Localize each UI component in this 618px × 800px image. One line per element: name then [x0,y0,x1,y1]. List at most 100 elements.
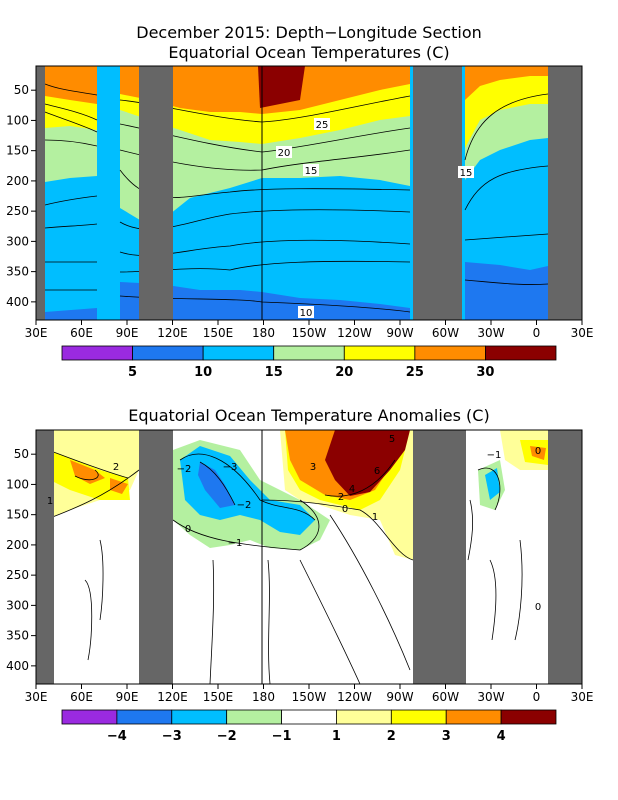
land-mask-maritime-continent [139,66,173,320]
colorbar-label: 5 [128,365,137,380]
contour-label: 0 [185,524,191,535]
y-tick-label: 400 [6,295,29,309]
colorbar-swatch [336,709,392,725]
x-tick-label: 90W [386,326,413,340]
contour-label: 2 [113,462,119,473]
contour-label: 1 [47,496,53,507]
colorbar-label: −4 [107,729,127,744]
anomaly-contour-labels: 2 −2 −3 −2 −1 0 5 3 6 4 2 0 1 −1 0 1 0 [47,434,541,613]
x-tick-label: 0 [533,326,541,340]
colorbar-label: −3 [162,729,182,744]
x-tick-label: 150E [203,326,234,340]
anomaly-region-pos3 [70,460,128,494]
y-tick-label: 250 [6,568,29,582]
contour-label: 0 [535,446,541,457]
x-tick-label: 90W [386,690,413,704]
contour-label: −2 [237,500,252,511]
contour-label: 3 [310,462,316,473]
colorbar-label: 30 [476,365,494,380]
x-tick-label: 120E [157,326,188,340]
x-tick-label: 180 [252,690,275,704]
land-mask-africa-east [548,430,582,684]
colorbar-swatch [273,345,345,361]
contour-label: −3 [223,462,238,473]
land-masks [36,66,582,320]
colorbar-swatch [116,709,173,725]
x-tick-label: 120W [337,326,372,340]
colorbar-label: 4 [497,729,506,744]
colorbar-label: 25 [406,365,424,380]
colorbar-swatch [281,709,337,725]
colorbar-label: 20 [335,365,353,380]
y-tick-label: 300 [6,234,29,248]
y-tick-label: 150 [6,144,29,158]
x-tick-label: 60W [432,690,459,704]
land-mask-africa [36,430,54,684]
chart-subtitle: Equatorial Ocean Temperatures (C) [168,43,449,62]
x-tick-label: 90E [116,326,139,340]
colorbar-label: 1 [332,729,341,744]
y-tick-label: 300 [6,598,29,612]
colorbar-swatch [61,345,133,361]
x-tick-label: 60E [70,690,93,704]
colorbar-swatch [226,709,282,725]
anomaly-chart-title: Equatorial Ocean Temperature Anomalies (… [128,406,489,425]
anomaly-axes: 30E 60E 90E 120E 150E 180 150W 120W 90W 60W 30W 0 30… [6,447,593,704]
y-tick-label: 150 [6,508,29,522]
contour-label: 15 [460,168,473,179]
land-mask-maritime-continent [139,430,173,684]
x-tick-label: 0 [533,690,541,704]
contour-label: 20 [278,148,291,159]
colorbar-label: 3 [442,729,451,744]
colorbar-swatch [500,709,557,725]
y-tick-label: 200 [6,174,29,188]
anomaly-region-pos10 [530,446,546,460]
colorbar-label: 15 [265,365,283,380]
contour-label: 6 [374,466,380,477]
x-tick-label: 30E [571,326,594,340]
x-tick-label: 30E [25,690,48,704]
x-tick-label: 150W [292,326,327,340]
x-tick-label: 120E [157,690,188,704]
x-tick-label: 30W [477,690,504,704]
colorbar-label: −1 [272,729,292,744]
colorbar-swatch [485,345,557,361]
y-tick-label: 100 [6,113,29,127]
y-tick-label: 200 [6,538,29,552]
contour-label: 25 [316,120,329,131]
x-tick-label: 30E [25,326,48,340]
y-tick-label: 350 [6,265,29,279]
contour-label: 0 [535,602,541,613]
chart-title: December 2015: Depth−Longitude Section [136,23,482,42]
colorbar-swatch [343,345,416,361]
colorbar-label: 2 [387,729,396,744]
x-tick-label: 90E [116,690,139,704]
colorbar-swatch [390,709,447,725]
colorbar-swatch [445,709,502,725]
anomaly-colorbar: −4 −3 −2 −1 1 2 3 4 [61,709,557,744]
colorbar-swatch [414,345,486,361]
colorbar-label: 10 [194,365,212,380]
anomaly-plot-area [36,430,582,684]
x-tick-label: 180 [252,326,275,340]
y-tick-label: 50 [14,447,29,461]
anomaly-contours [44,430,523,684]
anomaly-region-neg5 [485,468,500,500]
y-tick-label: 400 [6,659,29,673]
contour-label: 0 [342,504,348,515]
anomaly-region-neg3 [198,462,235,508]
land-mask-americas [413,66,462,320]
colorbar-swatch [61,709,118,725]
temperature-axes: 30E 60E 90E 120E 150E 180 150W 120W 90W 60W 30W 0 30… [6,83,593,340]
x-tick-label: 60E [70,326,93,340]
land-mask-africa [36,66,45,320]
contour-label: 2 [338,492,344,503]
x-tick-label: 30E [571,690,594,704]
colorbar-label: −2 [217,729,237,744]
y-tick-label: 250 [6,204,29,218]
x-tick-label: 60W [432,326,459,340]
contour-label: −1 [228,538,243,549]
land-mask-africa-east [548,66,582,320]
temperature-colorbar: 5 10 15 20 25 30 [61,345,557,380]
